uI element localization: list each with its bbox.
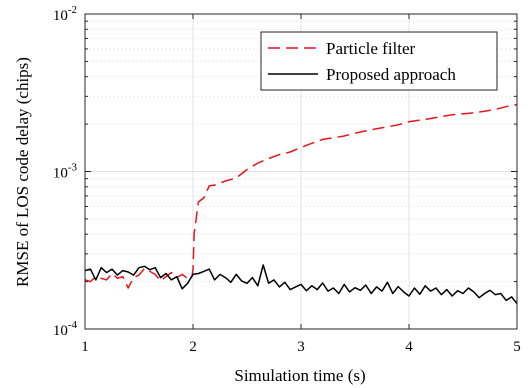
series-line-particle-filter: [84, 103, 518, 289]
x-tick-label: 5: [513, 339, 521, 355]
legend: Particle filter Proposed approach: [260, 31, 498, 91]
x-axis-label: Simulation time (s): [234, 366, 365, 385]
y-tick-label: 10-2: [53, 4, 77, 24]
series-layer: [84, 103, 518, 305]
series-line-proposed-approach: [84, 264, 518, 305]
legend-box: [260, 31, 498, 91]
legend-label-particle-filter: Particle filter: [326, 39, 416, 58]
x-tick-label: 2: [189, 339, 197, 355]
x-tick-label: 4: [405, 339, 413, 355]
axis-ticks: 1 2 3 4 5 10-4 10-3 10-2: [53, 4, 521, 355]
x-tick-label: 3: [297, 339, 305, 355]
y-axis-label: RMSE of LOS code delay (chips): [13, 57, 32, 287]
legend-label-proposed-approach: Proposed approach: [326, 65, 456, 84]
y-tick-label: 10-4: [53, 319, 78, 339]
y-tick-label: 10-3: [53, 162, 78, 182]
x-tick-label: 1: [81, 339, 89, 355]
